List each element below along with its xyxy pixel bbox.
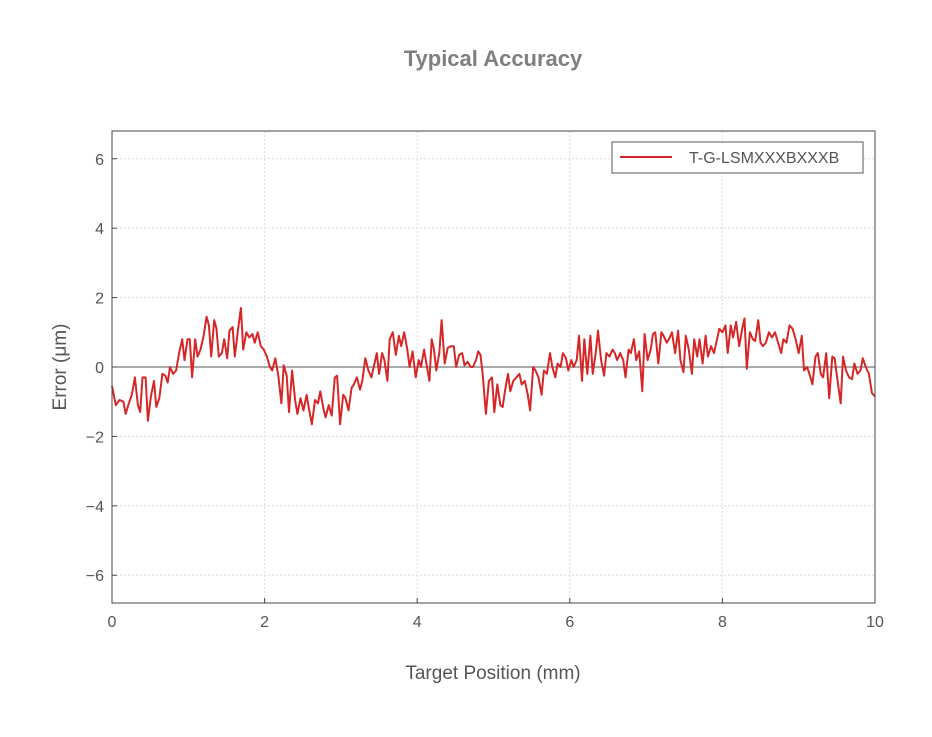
x-tick-label: 2 — [260, 614, 269, 631]
legend-label: T-G-LSMXXXBXXXB — [689, 150, 839, 167]
series-line — [111, 307, 876, 426]
ticks: 0 2 4 6 8 10 −6 −4 −2 0 2 4 6 — [86, 152, 884, 631]
x-tick-label: 8 — [718, 614, 727, 631]
y-tick-label: −6 — [86, 568, 104, 585]
x-axis-label: Target Position (mm) — [405, 663, 580, 684]
x-tick-label: 0 — [108, 614, 117, 631]
x-tick-label: 6 — [565, 614, 574, 631]
y-tick-label: −4 — [86, 499, 104, 516]
y-tick-label: −2 — [86, 429, 104, 446]
y-tick-label: 0 — [95, 360, 104, 377]
y-axis-label: Error (μm) — [50, 324, 71, 411]
legend: T-G-LSMXXXBXXXB — [611, 141, 864, 174]
y-tick-label: 4 — [95, 221, 104, 238]
y-tick-label: 2 — [95, 291, 104, 308]
chart-title: Typical Accuracy — [404, 46, 583, 71]
y-tick-label: 6 — [95, 152, 104, 169]
series-layer — [111, 307, 876, 426]
x-tick-label: 4 — [413, 614, 422, 631]
x-tick-label: 10 — [866, 614, 884, 631]
